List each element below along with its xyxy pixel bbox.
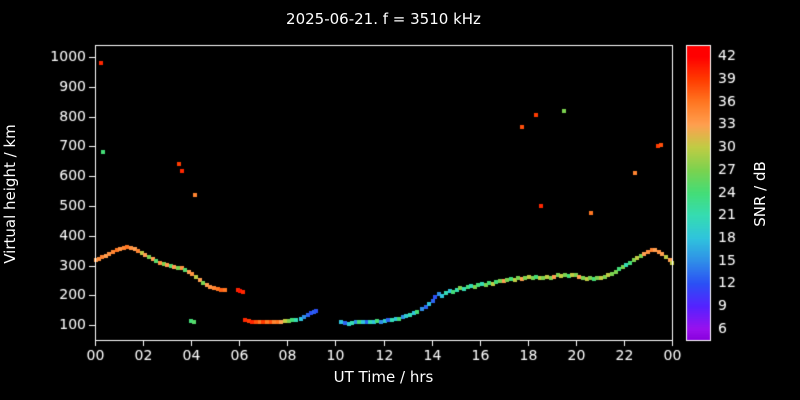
colorbar-label: SNR / dB bbox=[751, 161, 769, 227]
y-axis-label: Virtual height / km bbox=[1, 124, 19, 264]
chart-title: 2025-06-21. f = 3510 kHz bbox=[286, 10, 481, 28]
x-axis-label: UT Time / hrs bbox=[333, 368, 434, 386]
